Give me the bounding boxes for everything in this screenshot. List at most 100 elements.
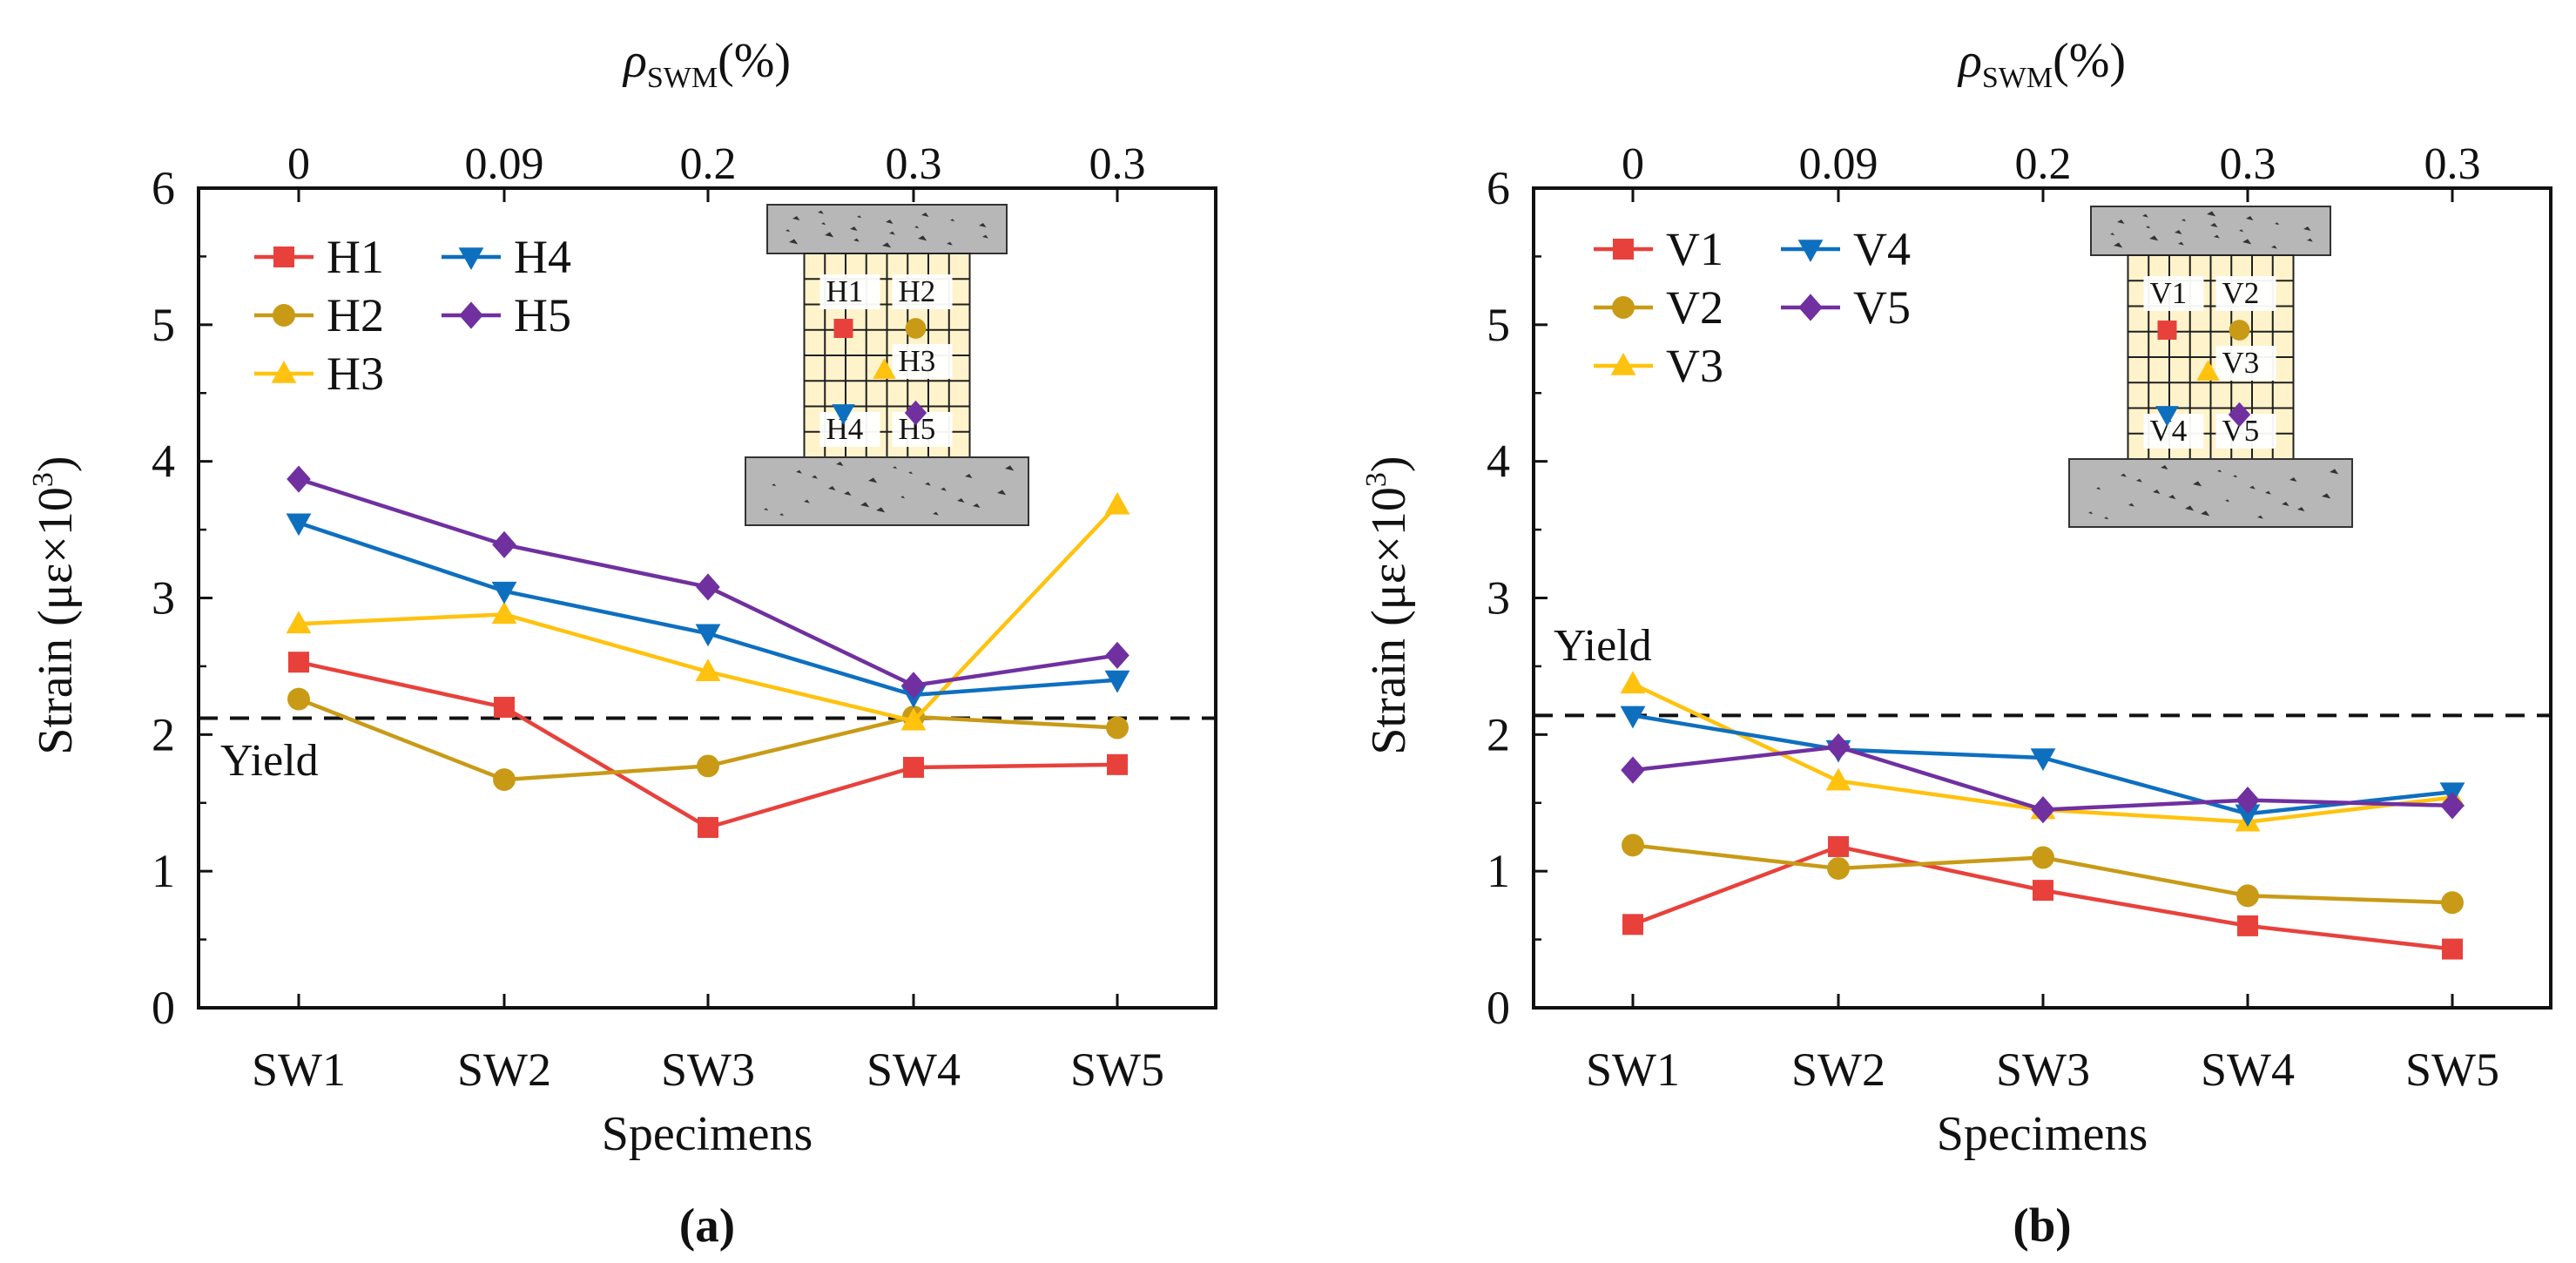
data-point-h4-sw2 [491,581,517,604]
inset-label-v3: V3 [2222,346,2260,380]
x-tick-label-0-1: SW2 [457,1043,551,1096]
x-tick-label-1-2: SW3 [1996,1043,2090,1096]
inset-marker-h3 [873,358,896,379]
data-point-h1-sw3 [698,816,718,838]
y-axis-label-1: Strain (με×103) [1360,456,1416,754]
legend-entry-h3: H3 [254,348,384,400]
legend-entry-v2: V2 [1594,281,1723,334]
aggregate-speck [979,223,987,227]
inset-marker-v5 [2228,402,2251,428]
y-tick-label-1-2: 2 [1487,708,1510,760]
aggregate-speck [764,508,769,511]
aggregate-speck [2096,487,2101,490]
y-tick-label-1-3: 3 [1487,572,1510,625]
y-tick-label-0-2: 2 [152,708,175,760]
aggregate-speck [2225,499,2230,503]
inset-label-bg-h4 [819,412,880,447]
aggregate-speck [893,466,898,469]
aggregate-speck [889,231,895,235]
legend-label-h2: H2 [327,289,384,341]
chart-panel-b: ρSWM(%) 0 0.09 0.2 0.3 0.3 SW1 SW2 SW3 SW4 SW5 0 1 2 3… [1360,34,2552,1252]
aggregate-speck [2168,495,2176,499]
aggregate-speck [900,496,906,499]
inset-label-bg-v1 [2143,276,2204,311]
data-point-v4-sw4 [2235,804,2261,827]
data-point-h3-sw3 [695,659,721,681]
inset-label-bg-v3 [2215,346,2276,381]
inset-marker-v1 [2157,321,2177,340]
data-point-h3-sw5 [1104,491,1130,515]
aggregate-speck [2239,229,2244,233]
aggregate-speck [850,226,858,231]
inset-label-v2: V2 [2222,276,2260,310]
aggregate-speck [828,486,836,490]
aggregate-speck [2275,222,2280,226]
inset-marker-v4 [2155,406,2179,427]
legend-marker-v5 [1798,294,1823,321]
aggregate-speck [941,487,947,491]
y-tick-label-0-6: 6 [152,162,175,214]
top-tick-label-0-4: 0.3 [1089,139,1146,189]
chart-panel-a: ρSWM(%) 0 0.09 0.2 0.3 0.3 SW1 SW2 SW3 SW4 SW5 0 1 2 3… [27,34,1217,1252]
data-point-h5-sw3 [696,573,720,601]
aggregate-speck [886,220,894,224]
data-point-h2-sw2 [493,768,516,792]
aggregate-speck [2153,490,2161,494]
aggregate-speck [2149,235,2159,241]
aggregate-speck [2307,238,2313,242]
aggregate-speck [2142,213,2148,218]
y-tick-label-0-5: 5 [152,299,175,351]
aggregate-speck [836,462,844,466]
aggregate-speck [2233,475,2238,478]
x-tick-label-0-2: SW3 [661,1043,755,1096]
aggregate-speck [908,471,914,475]
aggregate-speck [2214,234,2220,239]
aggregate-speck [818,210,824,214]
data-point-h4-sw5 [1104,670,1130,693]
top-tick-label-1-2: 0.2 [2015,139,2072,189]
x-tick-label-1-3: SW4 [2201,1043,2295,1096]
aggregate-speck [2297,507,2305,511]
inset-label-h3: H3 [899,344,936,378]
data-point-h3-sw1 [286,611,312,634]
aggregate-speck [2249,485,2256,490]
aggregate-speck [2303,226,2311,231]
x-tick-label-0-0: SW1 [252,1043,346,1096]
aggregate-speck [2193,481,2202,487]
data-point-h1-sw1 [288,652,309,673]
data-point-h2-sw3 [697,754,719,778]
y-tick-label-1-0: 0 [1487,982,1510,1034]
data-point-v5-sw2 [1826,733,1851,761]
aggregate-speck [2121,473,2127,477]
data-point-h4-sw1 [286,513,312,537]
inset-label-bg-h1 [819,274,880,309]
aggregate-speck [2104,517,2109,520]
y-tick-label-0-4: 4 [152,436,175,488]
aggregate-speck [957,498,965,503]
data-point-h2-sw5 [1106,716,1129,740]
data-point-h5-sw5 [1105,641,1130,669]
aggregate-speck [868,477,878,483]
aggregate-speck [2265,490,2271,495]
data-point-v1-sw3 [2033,880,2053,902]
aggregate-speck [1005,465,1015,471]
legend-label-v2: V2 [1666,281,1723,334]
legend-label-v3: V3 [1666,340,1723,392]
legend-entry-h5: H5 [442,289,571,341]
series-line-h1 [296,659,1120,830]
aggregate-speck [921,213,929,217]
top-tick-label-0-0: 0 [287,139,310,189]
x-axis-label-0: Specimens [602,1107,813,1161]
data-point-v5-sw4 [2235,787,2260,814]
legend-entry-h1: H1 [254,231,384,283]
yield-label-0: Yield [220,736,319,786]
x-tick-label-1-1: SW2 [1791,1043,1885,1096]
aggregate-speck [796,469,802,474]
data-point-v2-sw4 [2236,884,2259,908]
aggregate-speck [853,238,860,242]
top-tick-label-0-2: 0.2 [680,139,737,189]
aggregate-speck [2128,503,2134,507]
legend-label-v4: V4 [1853,223,1911,275]
